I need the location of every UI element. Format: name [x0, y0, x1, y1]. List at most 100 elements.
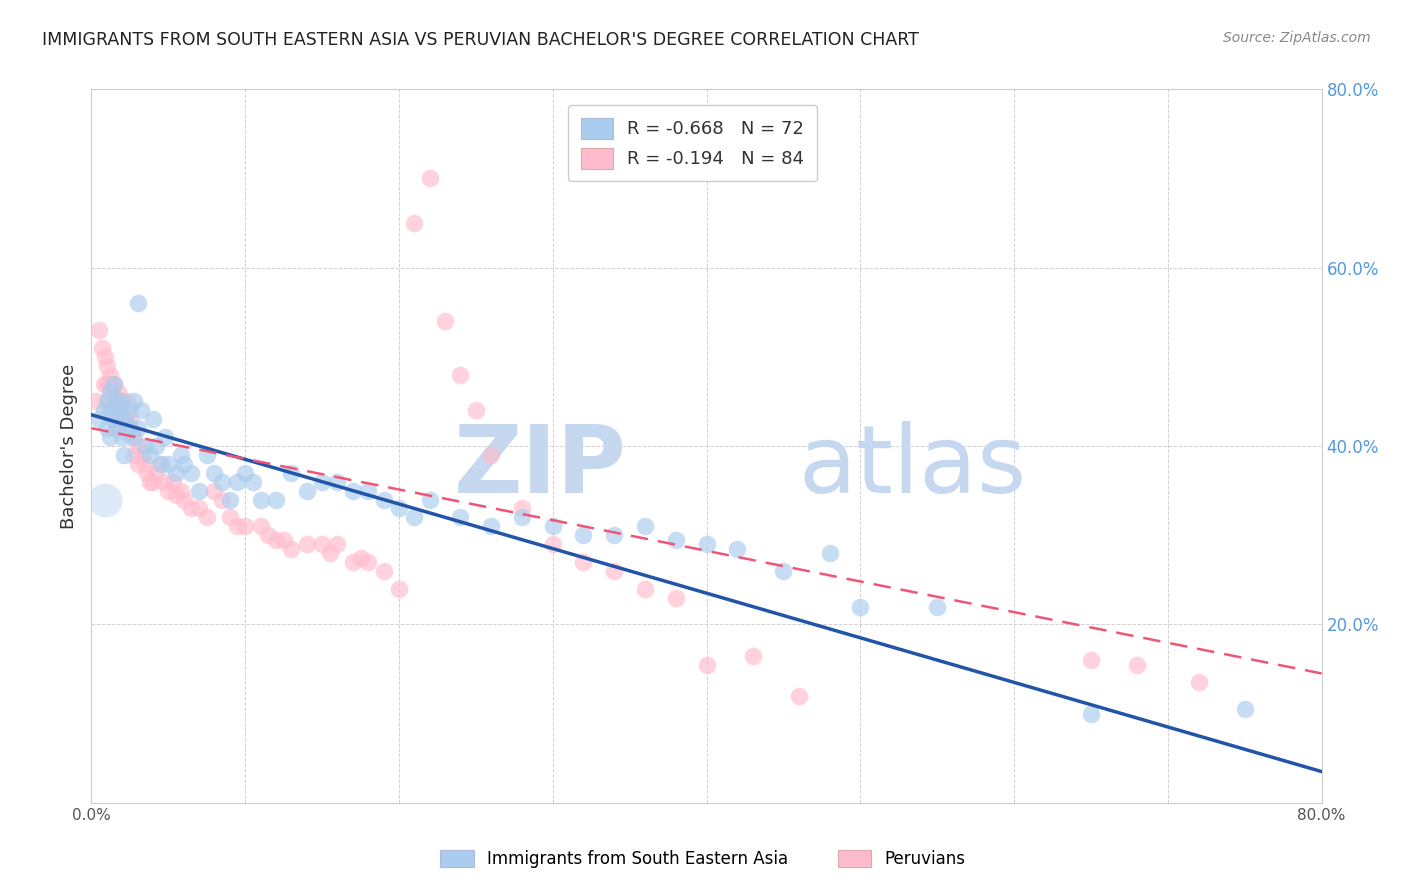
Point	[373, 564, 395, 578]
Point	[111, 430, 134, 444]
Point	[107, 385, 129, 400]
Point	[108, 403, 131, 417]
Point	[349, 550, 371, 565]
Point	[103, 376, 125, 391]
Point	[342, 555, 364, 569]
Point	[115, 425, 138, 440]
Point	[233, 519, 256, 533]
Point	[114, 412, 136, 426]
Point	[280, 466, 302, 480]
Point	[665, 591, 688, 605]
Point	[434, 314, 457, 328]
Point	[127, 296, 149, 310]
Point	[1080, 706, 1102, 721]
Point	[145, 466, 167, 480]
Point	[98, 430, 121, 444]
Point	[145, 439, 167, 453]
Point	[218, 492, 240, 507]
Point	[105, 421, 127, 435]
Point	[249, 519, 271, 533]
Point	[634, 582, 657, 596]
Point	[665, 533, 688, 547]
Point	[479, 519, 502, 533]
Point	[233, 466, 256, 480]
Point	[180, 501, 202, 516]
Point	[157, 457, 180, 471]
Point	[319, 546, 342, 560]
Point	[388, 582, 411, 596]
Point	[91, 341, 114, 355]
Point	[195, 448, 218, 462]
Point	[134, 457, 156, 471]
Point	[572, 528, 595, 542]
Point	[264, 492, 287, 507]
Point	[634, 519, 657, 533]
Point	[94, 350, 117, 364]
Point	[124, 448, 146, 462]
Point	[139, 448, 162, 462]
Point	[112, 448, 135, 462]
Point	[449, 368, 471, 382]
Point	[725, 541, 748, 556]
Point	[404, 510, 426, 524]
Point	[188, 483, 211, 498]
Point	[135, 466, 157, 480]
Point	[103, 376, 125, 391]
Point	[404, 216, 426, 230]
Point	[165, 488, 187, 502]
Point	[118, 412, 141, 426]
Point	[118, 421, 141, 435]
Text: atlas: atlas	[799, 421, 1026, 514]
Point	[100, 403, 122, 417]
Point	[326, 475, 349, 489]
Point	[96, 376, 118, 391]
Point	[1233, 702, 1256, 716]
Point	[165, 466, 187, 480]
Text: IMMIGRANTS FROM SOUTH EASTERN ASIA VS PERUVIAN BACHELOR'S DEGREE CORRELATION CHA: IMMIGRANTS FROM SOUTH EASTERN ASIA VS PE…	[42, 31, 920, 49]
Point	[242, 475, 264, 489]
Point	[357, 555, 380, 569]
Point	[169, 448, 191, 462]
Point	[142, 475, 165, 489]
Point	[173, 492, 195, 507]
Point	[772, 564, 794, 578]
Point	[127, 421, 149, 435]
Point	[419, 492, 441, 507]
Point	[226, 475, 249, 489]
Point	[249, 492, 271, 507]
Point	[103, 394, 125, 409]
Point	[129, 403, 152, 417]
Point	[188, 501, 211, 516]
Point	[142, 412, 165, 426]
Legend: R = -0.668   N = 72, R = -0.194   N = 84: R = -0.668 N = 72, R = -0.194 N = 84	[568, 105, 817, 181]
Point	[818, 546, 841, 560]
Point	[115, 394, 138, 409]
Point	[114, 412, 136, 426]
Point	[419, 171, 441, 186]
Point	[111, 394, 134, 409]
Point	[118, 403, 141, 417]
Point	[1080, 653, 1102, 667]
Point	[96, 359, 118, 373]
Point	[572, 555, 595, 569]
Point	[94, 492, 117, 507]
Point	[202, 483, 225, 498]
Point	[541, 537, 564, 551]
Point	[111, 412, 134, 426]
Point	[202, 466, 225, 480]
Point	[97, 394, 120, 409]
Point	[226, 519, 249, 533]
Point	[112, 403, 135, 417]
Point	[96, 421, 118, 435]
Point	[98, 368, 121, 382]
Point	[108, 412, 131, 426]
Point	[149, 457, 172, 471]
Point	[603, 564, 626, 578]
Point	[273, 533, 295, 547]
Point	[741, 648, 763, 663]
Point	[388, 501, 411, 516]
Point	[510, 510, 533, 524]
Point	[124, 394, 146, 409]
Point	[110, 412, 132, 426]
Point	[211, 492, 233, 507]
